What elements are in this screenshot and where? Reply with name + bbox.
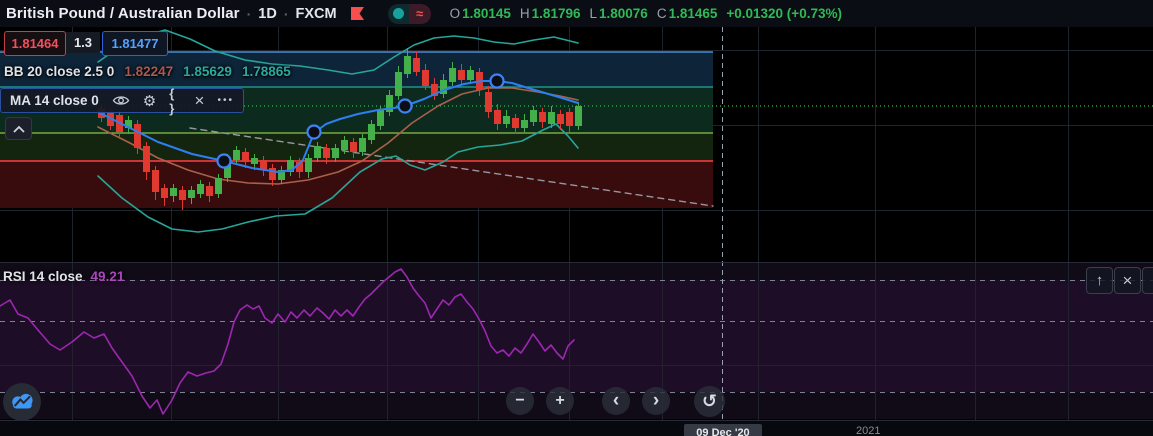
low-value: 1.80076 [599,6,648,21]
rsi-value: 49.21 [90,269,125,284]
high-label: H [519,6,530,21]
chevron-up-icon [12,125,25,133]
close-value: 1.81465 [668,6,718,21]
flag-icon[interactable] [350,6,365,21]
bb-label[interactable]: BB 20 close 2.5 0 [4,64,115,79]
zoom-in-button[interactable]: + [546,387,574,415]
cloud-chart-logo-icon [12,393,33,409]
minus-icon: − [515,392,525,409]
scroll-left-button[interactable]: ‹ [602,387,630,415]
reset-icon: ↺ [701,391,718,411]
bb-lower-value: 1.78865 [241,64,291,79]
ma-indicator-legend[interactable]: MA 14 close 0 ⚙ { } × ••• [0,85,244,116]
buy-button[interactable]: 1.81477 [102,31,168,56]
chart-header: British Pound / Australian Dollar · 1D ·… [0,0,1153,27]
rsi-maximize-pane-button[interactable] [1142,267,1153,294]
remove-indicator-icon[interactable]: × [194,90,205,110]
open-label: O [449,6,461,21]
rsi-label[interactable]: RSI 14 close [3,269,83,284]
market-status-toggle[interactable]: ≈ [387,3,431,24]
approx-icon: ≈ [408,3,431,24]
reset-chart-button[interactable]: ↺ [694,386,725,417]
legend-collapse-button[interactable] [5,117,32,140]
plus-icon: + [555,392,565,409]
bb-indicator-legend: BB 20 close 2.5 0 1.82247 1.85629 1.7886… [4,64,291,79]
separator-dot: · [246,5,252,22]
ma-label[interactable]: MA 14 close 0 [10,93,99,108]
exchange-label: FXCM [295,5,337,22]
time-axis[interactable]: 09 Dec '20 2021 [0,420,1153,436]
chevron-right-icon: › [652,390,660,411]
bb-basis-value: 1.82247 [124,64,174,79]
status-dot-icon [387,3,409,24]
settings-gear-icon[interactable]: ⚙ [142,92,157,110]
timeframe-label[interactable]: 1D [258,5,277,22]
crosshair-date-label: 09 Dec '20 [684,424,762,436]
axis-year-label: 2021 [856,425,881,436]
eye-icon[interactable] [112,94,130,107]
close-label: C [656,6,667,21]
arrow-up-icon: ↑ [1095,272,1104,289]
ohlc-readout: O 1.80145 H 1.81796 L 1.80076 C 1.81465 +0.0… [450,6,842,21]
source-code-icon[interactable]: { } [169,85,175,116]
bb-upper-value: 1.85629 [183,64,232,79]
chevron-left-icon: ‹ [612,390,620,411]
symbol-title[interactable]: British Pound / Australian Dollar [6,5,240,22]
separator-dot: · [283,5,289,22]
zoom-out-button[interactable]: − [506,387,534,415]
tradingview-logo-button[interactable] [3,383,41,421]
rsi-move-pane-up-button[interactable]: ↑ [1086,267,1113,294]
sell-button[interactable]: 1.81464 [4,31,66,56]
scroll-right-button[interactable]: › [642,387,670,415]
rsi-close-pane-button[interactable]: × [1114,267,1141,294]
more-options-icon[interactable]: ••• [217,95,234,106]
low-label: L [589,6,597,21]
open-value: 1.80145 [462,6,511,21]
spread-value: 1.3 [66,32,100,53]
change-value: +0.01320 (+0.73%) [726,6,842,21]
rsi-indicator-legend: RSI 14 close 49.21 [3,269,124,284]
close-icon: × [1122,270,1133,290]
high-value: 1.81796 [531,6,581,21]
